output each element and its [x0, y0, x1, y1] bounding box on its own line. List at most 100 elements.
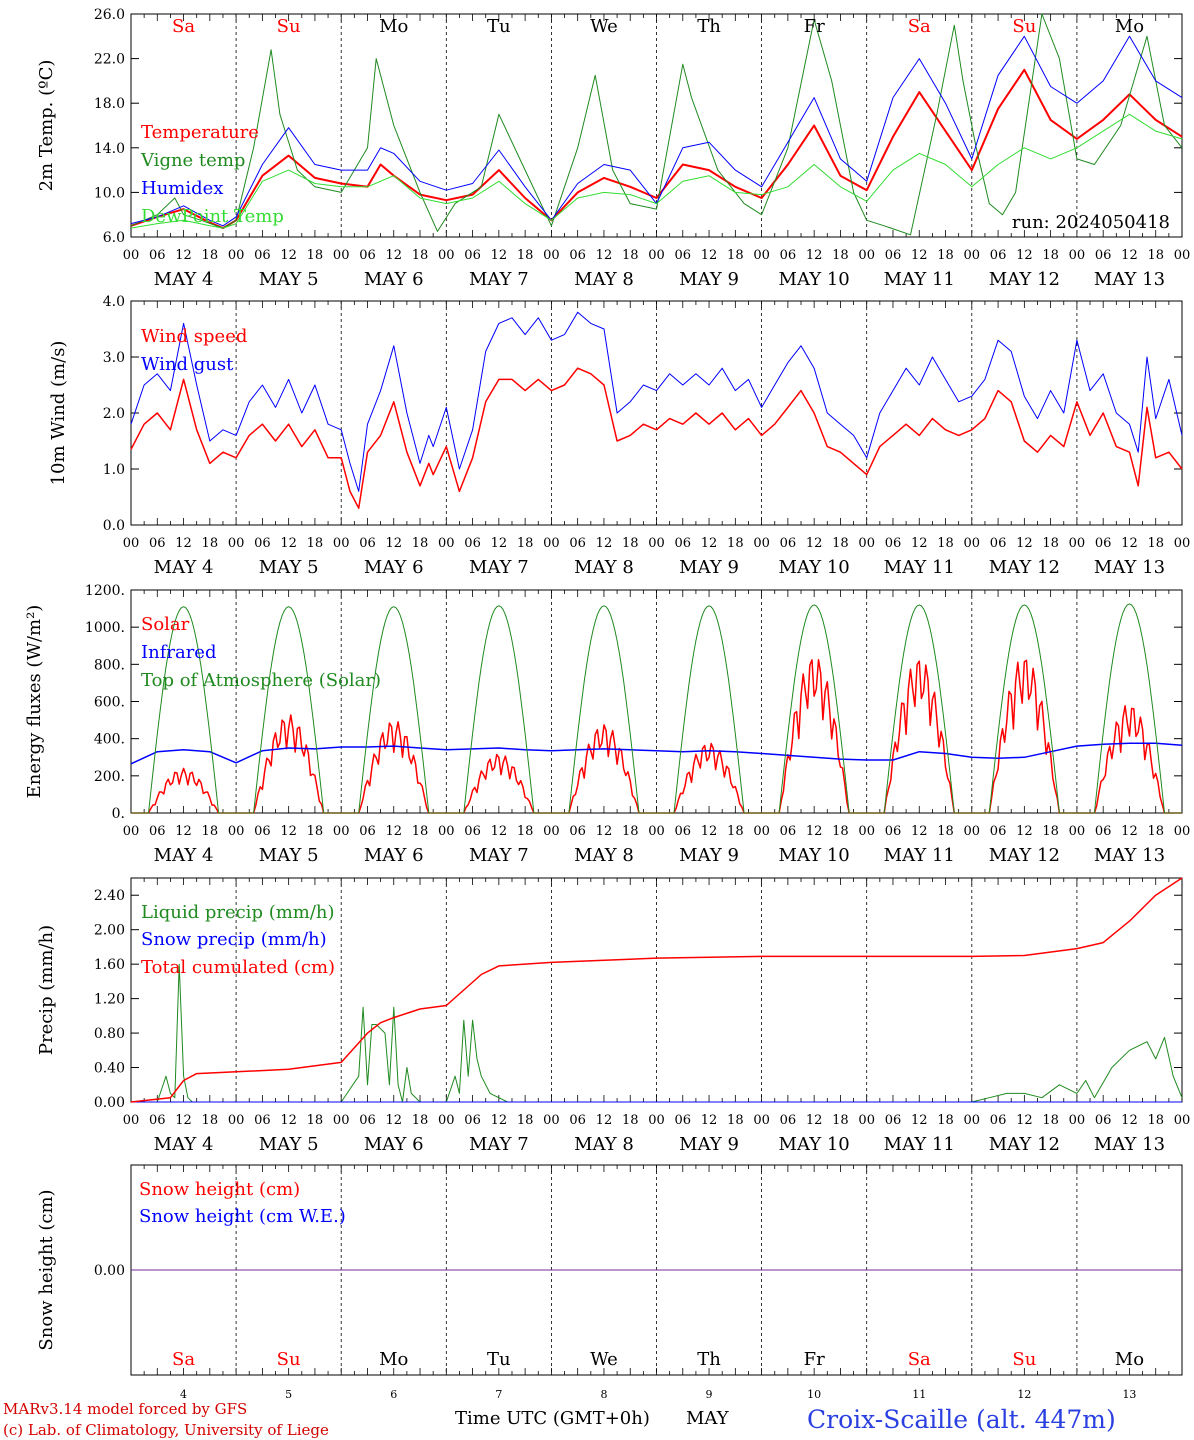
hour-label: 12 [385, 1113, 402, 1128]
hour-label: 06 [254, 536, 271, 551]
hour-label: 00 [228, 824, 245, 839]
hour-label: 00 [1174, 1113, 1191, 1128]
month-label: MAY [686, 1408, 730, 1429]
plot-frame [130, 300, 1183, 526]
hour-label: 06 [885, 536, 902, 551]
hour-label: 00 [333, 824, 350, 839]
hour-label: 12 [175, 536, 192, 551]
day-number-label: 8 [600, 1388, 607, 1401]
hour-label: 12 [806, 248, 823, 263]
series-group [130, 603, 1183, 814]
hour-label: 18 [1147, 824, 1164, 839]
hour-label: 12 [701, 1113, 718, 1128]
model-credit: MARv3.14 model forced by GFS [3, 1400, 247, 1418]
day-number-label: 4 [180, 1388, 187, 1401]
hour-label: 18 [307, 1113, 324, 1128]
hour-label: 06 [885, 248, 902, 263]
hour-label: 00 [228, 536, 245, 551]
hour-label: 00 [543, 536, 560, 551]
hour-label: 18 [1042, 248, 1059, 263]
hour-label: 06 [359, 1113, 376, 1128]
hour-label: 00 [858, 1113, 875, 1128]
legend-entry: Vigne temp [140, 150, 245, 171]
hour-label: 06 [254, 824, 271, 839]
hour-label: 00 [753, 1113, 770, 1128]
hour-label: 06 [885, 824, 902, 839]
hour-label: 00 [1069, 1113, 1086, 1128]
series-line-2 [130, 742, 1183, 765]
hour-label: 00 [753, 824, 770, 839]
hour-label: 06 [254, 248, 271, 263]
hour-label: 12 [491, 824, 508, 839]
hour-label: 18 [1042, 824, 1059, 839]
hour-label: 12 [385, 248, 402, 263]
date-label: MAY 7 [469, 845, 529, 866]
hour-label: 00 [123, 824, 140, 839]
hour-label: 12 [596, 824, 613, 839]
y-axis-label: Snow height (cm) [36, 1189, 57, 1350]
hour-label: 06 [1095, 248, 1112, 263]
hour-label: 00 [228, 1113, 245, 1128]
series-line-2 [130, 13, 1183, 236]
date-label: MAY 5 [259, 1134, 319, 1155]
hour-label: 06 [780, 1113, 797, 1128]
series-line-1 [130, 68, 1183, 230]
y-tick-label: 0.00 [94, 1095, 125, 1111]
day-number-label: 5 [285, 1388, 292, 1401]
hour-label: 18 [622, 248, 639, 263]
hour-label: 06 [149, 248, 166, 263]
weekday-label: Fr [804, 16, 825, 37]
hour-label: 12 [175, 248, 192, 263]
hour-label: 06 [1095, 536, 1112, 551]
legend-entry: Snow height (cm W.E.) [139, 1206, 346, 1227]
run-label: run: 2024050418 [1012, 212, 1170, 233]
hour-label: 12 [491, 1113, 508, 1128]
weekday-label: Sa [908, 1349, 931, 1370]
legend-entry: Wind gust [141, 354, 234, 375]
date-label: MAY 8 [574, 557, 634, 578]
hour-label: 18 [727, 248, 744, 263]
y-tick-label: 4.0 [103, 294, 125, 310]
series-group [130, 13, 1183, 236]
series-line-4 [130, 113, 1183, 229]
hour-label: 06 [359, 536, 376, 551]
weekday-label: Sa [908, 16, 931, 37]
legend-entry: Snow precip (mm/h) [141, 929, 327, 950]
date-label: MAY 12 [989, 557, 1060, 578]
y-tick-label: 0.00 [94, 1263, 125, 1279]
weekday-label: Sa [172, 16, 195, 37]
date-label: MAY 10 [779, 1134, 850, 1155]
hour-label: 00 [228, 248, 245, 263]
hour-label: 12 [1016, 248, 1033, 263]
y-tick-label: 3.0 [103, 350, 125, 366]
date-label: MAY 6 [364, 557, 424, 578]
hour-label: 06 [149, 824, 166, 839]
weekday-label: Th [697, 16, 721, 37]
hour-label: 00 [964, 824, 981, 839]
hour-label: 18 [937, 536, 954, 551]
hour-label: 12 [280, 824, 297, 839]
day-number-label: 11 [912, 1388, 926, 1401]
series-line-3 [130, 35, 1183, 227]
y-tick-label: 400. [94, 732, 125, 748]
hour-label: 12 [911, 824, 928, 839]
hour-label: 06 [569, 824, 586, 839]
hour-label: 18 [202, 1113, 219, 1128]
hour-label: 06 [990, 824, 1007, 839]
date-label: MAY 4 [154, 845, 214, 866]
hour-label: 00 [438, 1113, 455, 1128]
hour-label: 12 [1016, 1113, 1033, 1128]
weekday-label: Su [1012, 1349, 1036, 1370]
day-number-label: 10 [807, 1388, 821, 1401]
weekday-label: Fr [804, 1349, 825, 1370]
y-tick-label: 2.00 [94, 923, 125, 939]
date-label: MAY 13 [1094, 845, 1165, 866]
date-label: MAY 8 [574, 269, 634, 290]
date-label: MAY 11 [884, 557, 955, 578]
hour-label: 00 [543, 1113, 560, 1128]
hour-label: 06 [464, 1113, 481, 1128]
plot-frame [130, 589, 1183, 814]
weekday-label: Su [277, 16, 301, 37]
date-label: MAY 13 [1094, 1134, 1165, 1155]
hour-label: 12 [1121, 1113, 1138, 1128]
